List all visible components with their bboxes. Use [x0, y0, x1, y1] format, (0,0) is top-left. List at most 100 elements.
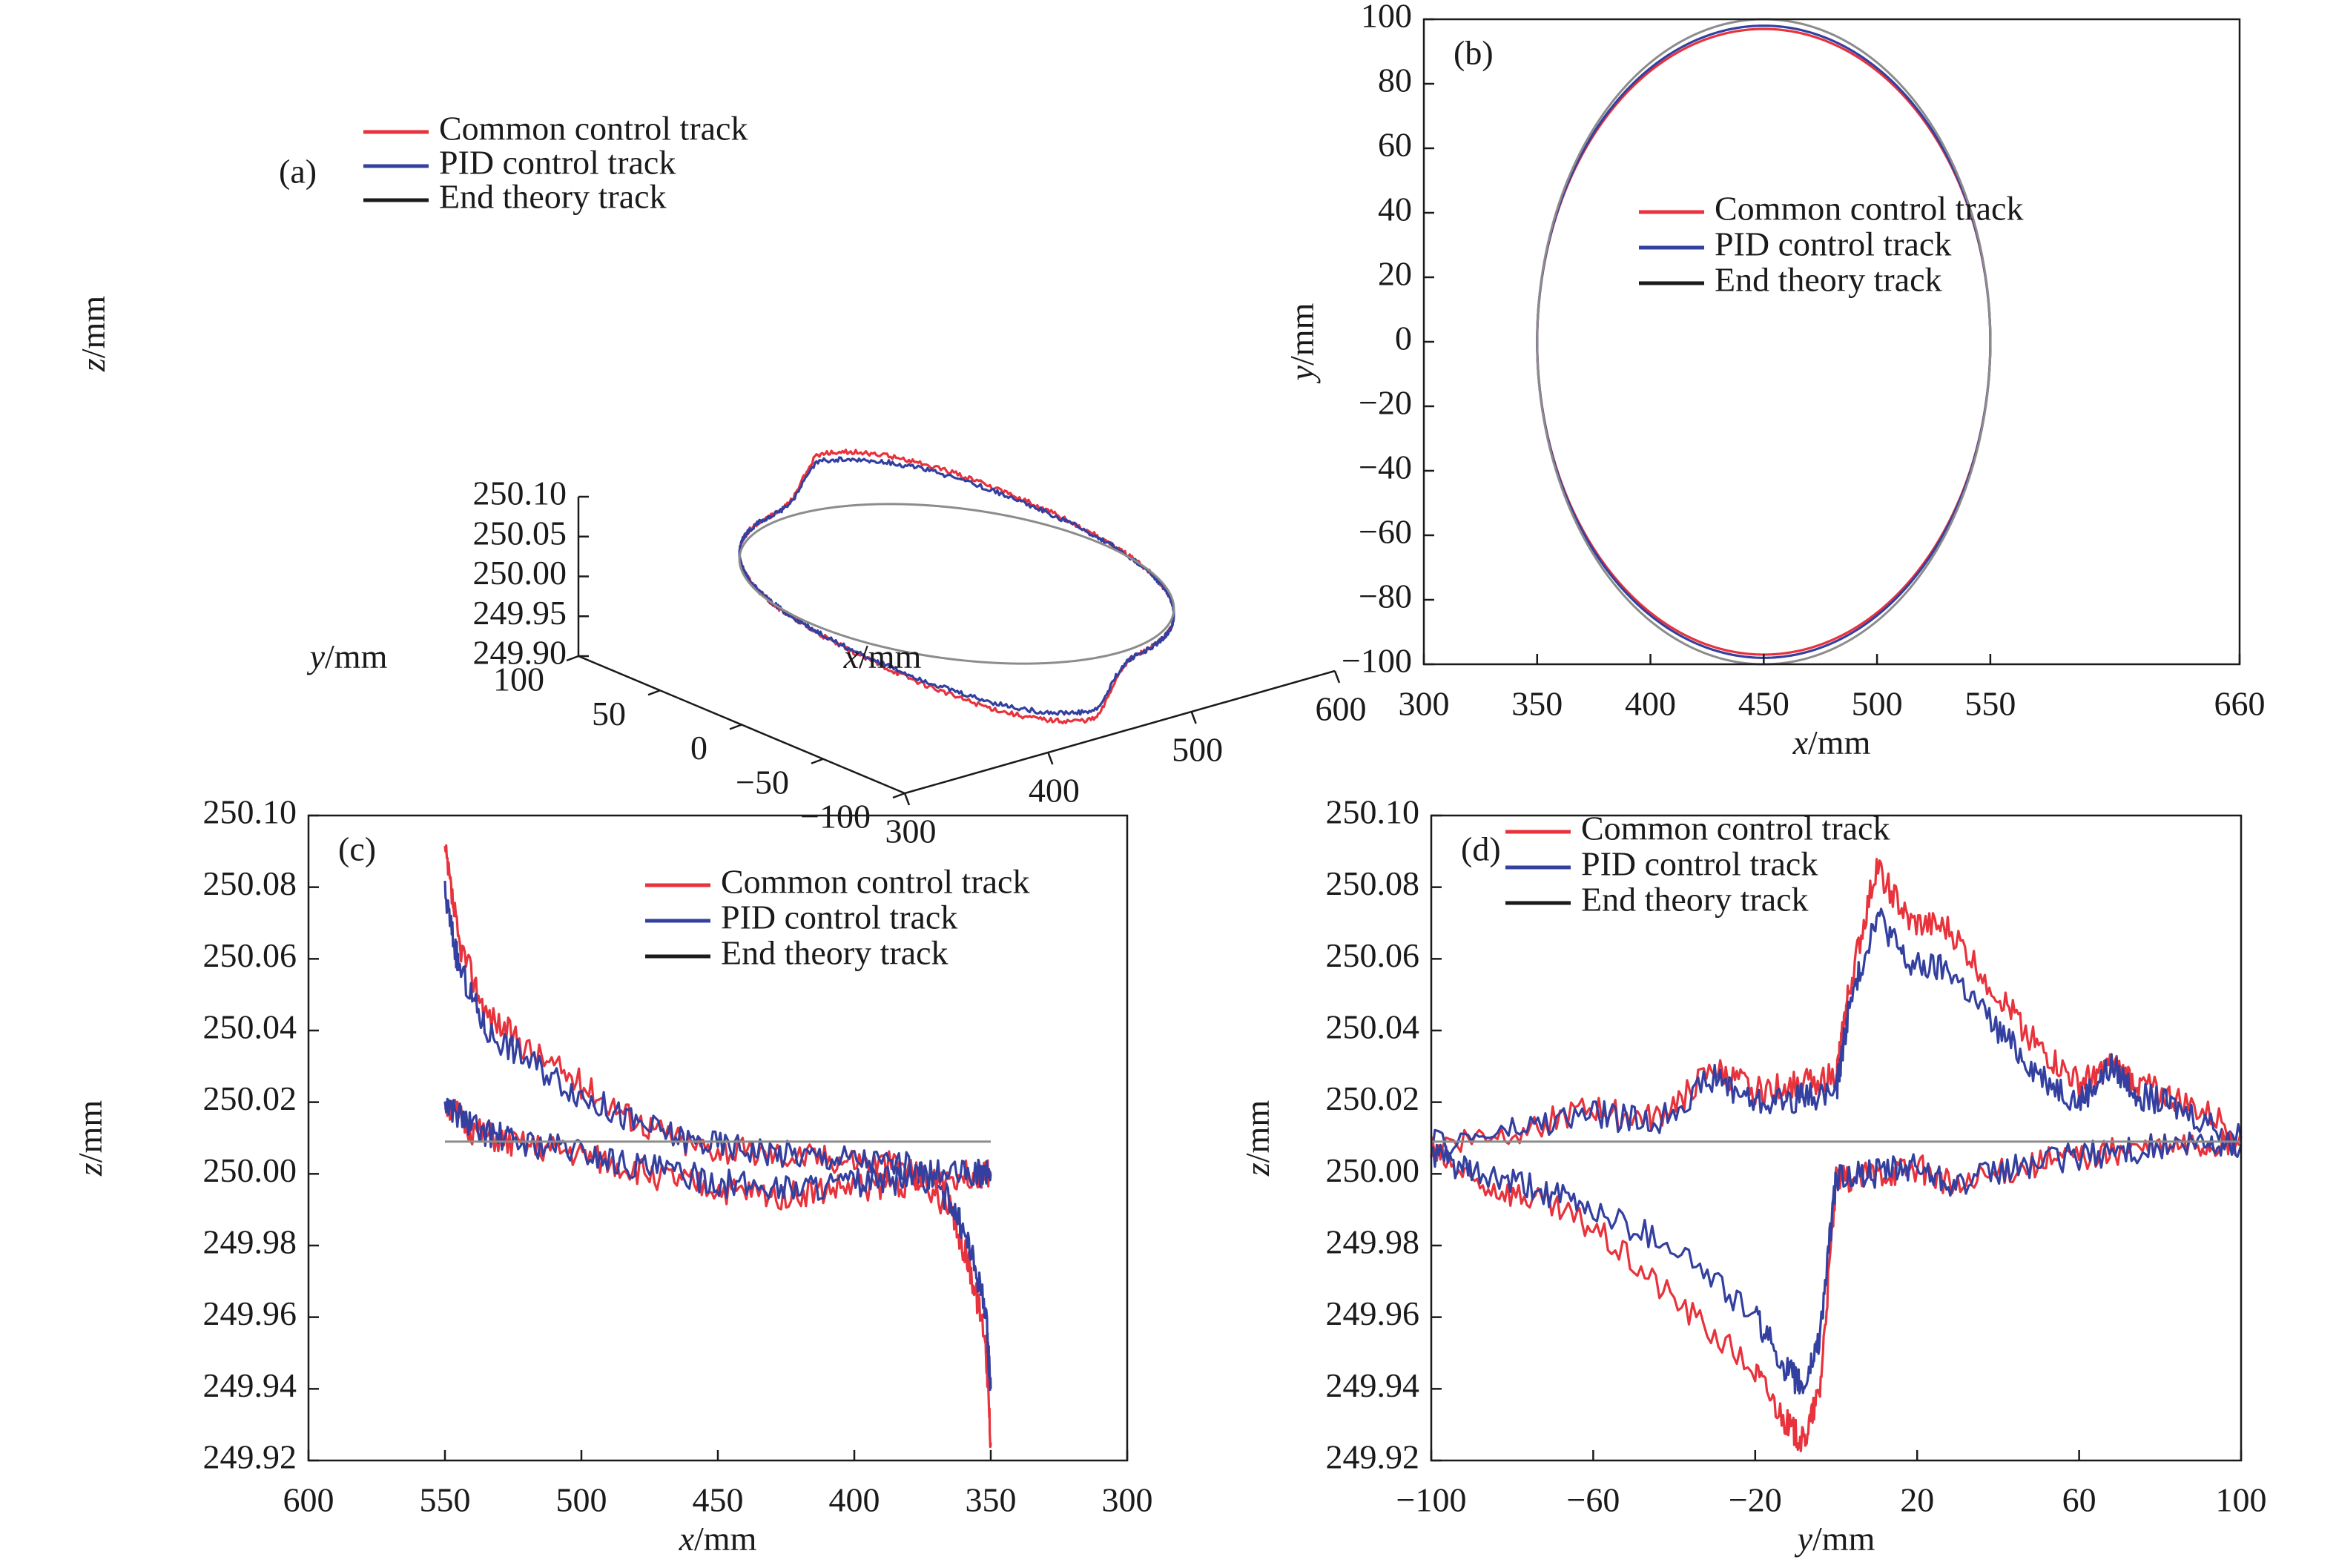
- x-tick-label-c: 500: [556, 1481, 607, 1519]
- y-tick-label-c: 249.94: [203, 1366, 297, 1404]
- y-tick-label-c: 250.00: [203, 1151, 297, 1189]
- x-axis-label-b: x/mm: [1792, 724, 1871, 761]
- x-axis-label-b-var: x: [1792, 724, 1809, 761]
- y-axis-label-c-unit: /mm: [71, 1100, 109, 1163]
- x-axis-label-b-unit: /mm: [1808, 724, 1871, 761]
- x-tick-label-d: −60: [1566, 1481, 1620, 1519]
- z-tick-label-a: 249.90: [473, 634, 567, 672]
- x-tick-label-b: 660: [2214, 685, 2266, 723]
- legend-label-c: Common control track: [721, 863, 1029, 901]
- y-tick-label-d: 250.04: [1326, 1008, 1420, 1046]
- x-tick-label-b: 500: [1852, 685, 1903, 723]
- panel-label-a: (a): [279, 153, 317, 191]
- legend-label-b: End theory track: [1715, 261, 1942, 299]
- plot-frame-b: [1422, 18, 2241, 666]
- legend-label-c: PID control track: [721, 899, 957, 936]
- x-tick-label-a: 500: [1172, 731, 1223, 769]
- panel-label-b: (b): [1454, 34, 1494, 72]
- panel-b: [1422, 18, 2241, 666]
- y-tick-label-c: 250.04: [203, 1008, 297, 1046]
- legend-label-b: Common control track: [1715, 190, 2023, 228]
- x-axis-label-d-unit: /mm: [1812, 1520, 1875, 1558]
- y-tick-label-c: 249.98: [203, 1223, 297, 1261]
- y-tick-label-c: 250.08: [203, 864, 297, 902]
- series-line-a: [738, 456, 1175, 716]
- legend-label-d: End theory track: [1581, 881, 1809, 919]
- y-tick-a: [729, 724, 742, 730]
- y-axis-label-d-unit: /mm: [1238, 1100, 1276, 1163]
- x-tick-label-c: 400: [829, 1481, 880, 1519]
- x-axis-label-d: y/mm: [1795, 1520, 1875, 1558]
- legend-label-a: End theory track: [439, 178, 667, 216]
- x-tick-label-b: 300: [1399, 685, 1450, 723]
- x-tick-label-b: 400: [1625, 685, 1676, 723]
- panel-label-d: (d): [1461, 830, 1501, 868]
- z-axis-label-a: z/mm: [74, 296, 112, 372]
- x-axis-label-a: x/mm: [843, 638, 922, 675]
- x-tick-label-b: 450: [1738, 685, 1789, 723]
- y-tick-label-b: −60: [1359, 513, 1412, 551]
- y-tick-label-b: 80: [1378, 62, 1412, 99]
- y-axis-label-b-var: y: [1283, 365, 1321, 383]
- series-line-b: [1536, 24, 1992, 659]
- y-tick-label-d: 250.08: [1326, 864, 1420, 902]
- y-tick-label-a: −50: [736, 763, 789, 801]
- panel-c: [307, 814, 1129, 1462]
- series-line-c: [443, 1099, 992, 1211]
- legend-label-d: PID control track: [1581, 845, 1818, 883]
- y-tick-label-d: 250.00: [1326, 1151, 1420, 1189]
- series-line-d: [1430, 858, 2243, 1157]
- y-axis-label-b: y/mm: [1283, 302, 1321, 383]
- y-tick-label-d: 249.96: [1326, 1294, 1420, 1332]
- y-tick-label-b: −20: [1359, 384, 1412, 422]
- y-tick-a: [892, 792, 905, 799]
- x-tick-label-b: 550: [1964, 685, 2016, 723]
- legend-label-b: PID control track: [1715, 225, 1951, 263]
- z-tick-label-a: 250.05: [473, 514, 567, 552]
- x-axis-label-a-var: x: [843, 638, 859, 675]
- y-tick-label-d: 249.92: [1326, 1438, 1420, 1476]
- series-line-d: [1430, 1130, 2242, 1452]
- y-tick-label-d: 249.98: [1326, 1223, 1420, 1261]
- plot-frame-d: [1430, 814, 2243, 1462]
- series-line-d: [1430, 907, 2243, 1158]
- series-line-b: [1536, 27, 1992, 656]
- x-tick-label-d: 100: [2216, 1481, 2267, 1519]
- y-axis-label-d-var: z: [1238, 1162, 1276, 1177]
- y-tick-a: [811, 758, 824, 764]
- x-tick-a: [1333, 670, 1341, 684]
- series-line-b: [1536, 18, 1992, 666]
- x-tick-label-d: −20: [1729, 1481, 1782, 1519]
- y-tick-label-a: 50: [592, 695, 626, 732]
- y-tick-label-a: 100: [493, 661, 544, 698]
- series-line-a: [738, 503, 1175, 665]
- z-axis-label-a-unit: /mm: [74, 296, 112, 359]
- y-axis-label-a-unit: /mm: [325, 638, 388, 675]
- y-tick-label-d: 250.10: [1326, 793, 1420, 831]
- y-tick-label-b: 0: [1395, 320, 1412, 357]
- x-tick-label-c: 350: [966, 1481, 1017, 1519]
- x-tick-label-a: 300: [885, 813, 937, 850]
- x-tick-label-c: 300: [1102, 1481, 1153, 1519]
- y-tick-label-b: −40: [1359, 449, 1412, 486]
- z-tick-label-a: 249.95: [473, 594, 567, 632]
- x-tick-label-d: 20: [1900, 1481, 1934, 1519]
- x-axis-label-c-unit: /mm: [694, 1520, 757, 1558]
- y-tick-label-b: 20: [1378, 255, 1412, 293]
- x-tick-label-b: 350: [1511, 685, 1563, 723]
- y-tick-label-d: 250.02: [1326, 1079, 1420, 1117]
- y-tick-label-b: 60: [1378, 126, 1412, 164]
- y-tick-a: [566, 655, 579, 662]
- y-tick-label-d: 249.94: [1326, 1366, 1420, 1404]
- y-tick-label-a: −100: [800, 798, 871, 836]
- y-tick-label-b: 100: [1361, 0, 1412, 35]
- y-tick-label-b: −80: [1359, 578, 1412, 615]
- x-axis-label-c-var: x: [679, 1520, 695, 1558]
- x-tick-label-c: 600: [283, 1481, 334, 1519]
- z-tick-label-a: 250.00: [473, 554, 567, 592]
- panel-d: [1430, 814, 2243, 1462]
- panel-a: [566, 449, 1341, 806]
- z-axis-label-a-var: z: [74, 358, 112, 372]
- y-axis-label-c: z/mm: [71, 1100, 109, 1177]
